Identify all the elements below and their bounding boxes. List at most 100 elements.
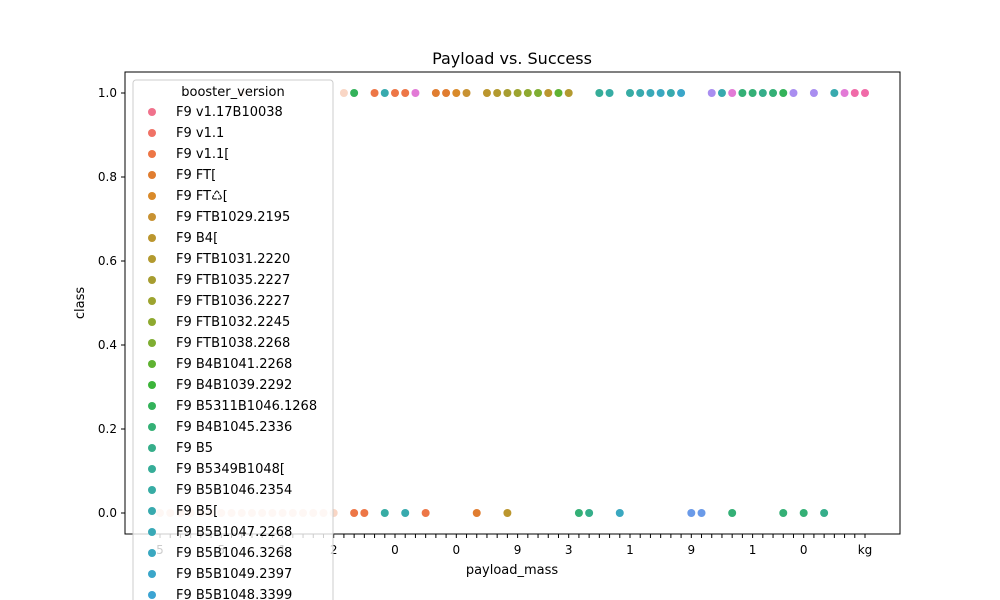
data-point [738,89,747,97]
legend-marker [148,255,156,263]
data-point [442,89,451,97]
legend-marker [148,129,156,137]
legend-label: F9 B5349B1048[ [176,462,285,477]
legend-marker [148,549,156,557]
legend-label: F9 B5B1047.2268 [176,525,292,540]
legend-marker [148,465,156,473]
data-point [534,89,543,97]
data-point [779,509,788,517]
data-point [544,89,553,97]
legend-entries: F9 v1.17B10038 F9 v1.1 F9 v1.1[F9 FT[F9 FT… [148,105,317,600]
data-point [462,89,471,97]
y-tick-label: 0.4 [98,338,117,352]
data-point [513,89,522,97]
data-point [472,509,481,517]
legend-marker [148,339,156,347]
legend-marker [148,318,156,326]
x-tick-label: 3 [565,543,573,557]
legend-label: F9 B5 [176,441,213,456]
data-point [523,89,532,97]
data-point [554,89,563,97]
data-point [666,89,675,97]
legend-label: F9 FTB1029.2195 [176,210,290,225]
data-point [769,89,778,97]
data-point [615,509,624,517]
y-tick-label: 0.8 [98,170,117,184]
legend-marker [148,444,156,452]
legend-label: F9 B5B1046.2354 [176,483,292,498]
legend-label: F9 FTB1035.2227 [176,273,290,288]
data-point [646,89,655,97]
y-axis-ticks: 0.0 0.2 0.4 0.6 0.8 1.0 [98,86,125,520]
data-point [830,89,839,97]
legend-marker [148,528,156,536]
legend-marker [148,381,156,389]
data-point [636,89,645,97]
data-point [697,509,706,517]
data-point [861,89,869,97]
legend-marker [148,108,156,116]
data-point [605,89,614,97]
data-point [595,89,604,97]
data-point [707,89,716,97]
data-point [758,89,767,97]
legend-label: F9 v1.1[ [176,147,229,162]
data-point [350,89,359,97]
legend-label: F9 B5B1048.3399 [176,588,292,600]
data-point [717,89,726,97]
data-point [779,89,788,97]
data-point [687,509,696,517]
legend-marker [148,213,156,221]
data-point [380,89,389,97]
legend-marker [148,234,156,242]
legend-marker [148,360,156,368]
data-point [411,89,420,97]
legend-marker [148,570,156,578]
legend-label: F9 v1.1 [176,126,224,141]
legend-marker [148,297,156,305]
chart-title: Payload vs. Success [432,49,592,68]
data-point [350,509,359,517]
legend-marker [148,402,156,410]
data-point [503,89,512,97]
data-point [728,509,737,517]
x-tick-label: 0 [452,543,460,557]
data-point [431,89,440,97]
y-axis-label: class [73,287,88,319]
legend-marker [148,486,156,494]
legend-label: F9 FTB1038.2268 [176,336,290,351]
data-point [574,509,583,517]
data-point [728,89,737,97]
legend-marker [148,276,156,284]
data-point [421,509,430,517]
data-point [850,89,859,97]
x-tick-label: 0 [800,543,808,557]
y-tick-label: 0.2 [98,422,117,436]
data-point [799,509,808,517]
x-tick-label: 1 [749,543,757,557]
legend-marker [148,423,156,431]
x-tick-label: kg [858,543,873,557]
x-tick-label: 1 [626,543,634,557]
data-point [360,509,369,517]
data-point [401,89,410,97]
legend-marker [148,507,156,515]
data-point [840,89,849,97]
legend-label: F9 B5B1049.2397 [176,567,292,582]
y-tick-label: 0.0 [98,506,117,520]
legend-label: F9 FTB1036.2227 [176,294,290,309]
legend-label: F9 FTB1032.2245 [176,315,290,330]
legend-label: F9 FT[ [176,168,216,183]
data-point [370,89,379,97]
legend-box [132,79,334,600]
data-point [452,89,461,97]
data-point [809,89,818,97]
data-point [401,509,410,517]
data-point [789,89,798,97]
legend-label: F9 B4B1039.2292 [176,378,292,393]
plot-frame [124,71,901,535]
x-tick-label: 2 [330,543,338,557]
legend-label: F9 FT♺[ [176,189,228,204]
data-point [585,509,594,517]
data-point [380,509,389,517]
